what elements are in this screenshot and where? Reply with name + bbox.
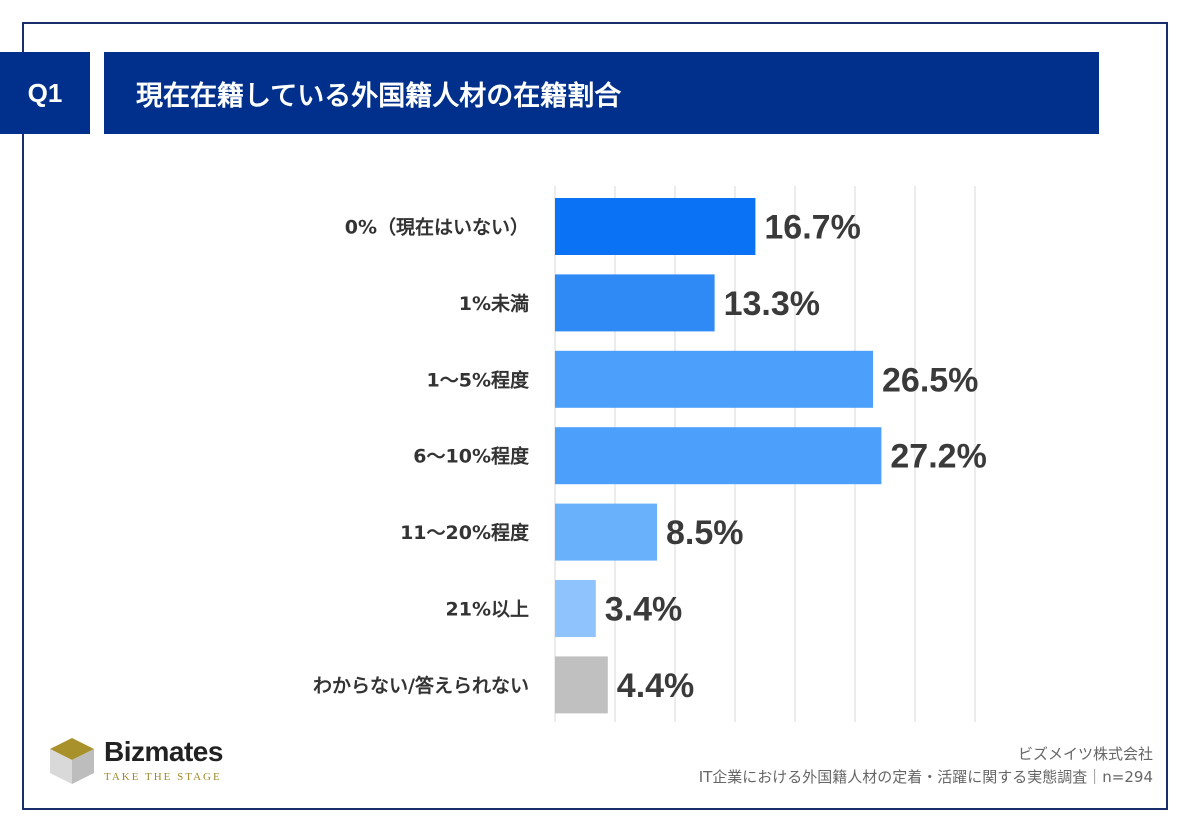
- brand-name: Bizmates: [104, 736, 223, 767]
- value-label: 26.5%: [882, 361, 978, 399]
- value-label: 27.2%: [890, 438, 986, 476]
- question-badge: Q1: [0, 52, 90, 134]
- category-label: 1%未満: [459, 292, 529, 315]
- bar: [555, 656, 608, 714]
- value-label: 4.4%: [617, 667, 695, 705]
- value-label: 3.4%: [605, 591, 683, 629]
- value-label: 16.7%: [764, 209, 860, 247]
- bar: [555, 274, 715, 332]
- value-label: 13.3%: [724, 285, 820, 323]
- bar: [555, 503, 657, 561]
- category-label: 0%（現在はいない）: [345, 216, 529, 239]
- chart-frame: [22, 22, 1168, 810]
- value-label: 8.5%: [666, 514, 744, 552]
- bar: [555, 427, 882, 485]
- bizmates-logo-icon: [50, 738, 94, 784]
- brand-tagline: TAKE THE STAGE: [104, 771, 222, 783]
- source-note: ビズメイツ株式会社 IT企業における外国籍人材の定着・活躍に関する実態調査｜n=…: [699, 743, 1153, 789]
- bar: [555, 580, 596, 637]
- bar: [555, 350, 873, 408]
- survey-info: IT企業における外国籍人材の定着・活躍に関する実態調査｜n=294: [698, 768, 1153, 786]
- category-label: わからない/答えられない: [313, 674, 529, 697]
- bar: [555, 198, 756, 255]
- category-label: 21%以上: [446, 599, 529, 621]
- category-label: 1〜5%程度: [427, 368, 530, 391]
- category-label: 11〜20%程度: [400, 521, 530, 544]
- company-name: ビズメイツ株式会社: [1017, 745, 1153, 763]
- chart-title: 現在在籍している外国籍人材の在籍割合: [104, 52, 1099, 134]
- category-label: 6〜10%程度: [413, 445, 530, 468]
